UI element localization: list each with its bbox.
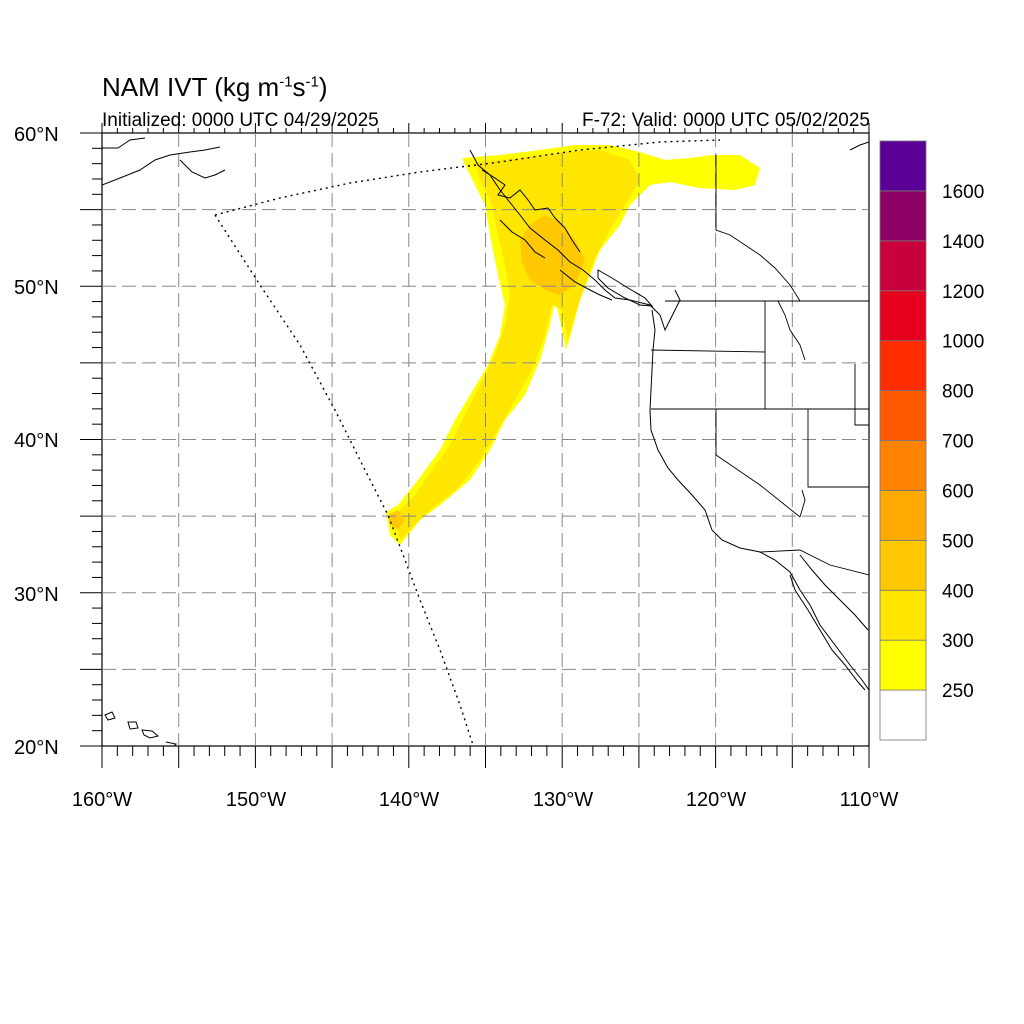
colorbar-segment [879,589,927,641]
colorbar-segment [879,190,927,242]
valid-time-label: F-72: Valid: 0000 UTC 05/02/2025 [582,110,870,131]
colorbar-label: 500 [942,531,974,552]
colorbar: 250 300 400 500 600 700 800 1000 1200 1400 1600 [879,140,984,741]
colorbar-segment [879,689,927,741]
lon-label: 160°W [72,789,132,811]
lon-label: 120°W [686,789,746,811]
plume-300-band [395,150,640,540]
colorbar-label: 400 [942,581,974,602]
colorbar-label: 1400 [942,232,984,253]
lat-label: 20°N [14,737,59,759]
lat-label: 30°N [14,584,59,606]
colorbar-segment [879,240,927,292]
colorbar-segment [879,340,927,391]
longitude-labels: 160°W 150°W 140°W 130°W 120°W 110°W [72,789,899,811]
map-title: NAM IVT (kg m-1s-1) [102,72,328,102]
colorbar-label: 600 [942,481,974,502]
colorbar-segment [879,390,927,441]
colorbar-label: 300 [942,631,974,652]
colorbar-segment [879,639,927,691]
colorbar-segment [879,290,927,342]
axis-ticks [80,123,870,768]
coastlines [102,137,869,746]
model-domain-boundary [214,139,721,746]
lon-label: 150°W [226,789,286,811]
lon-label: 140°W [379,789,439,811]
latitude-labels: 60°N 50°N 40°N 30°N 20°N [14,124,59,759]
colorbar-label: 1000 [942,332,984,353]
lat-label: 40°N [14,430,59,452]
initialized-label: Initialized: 0000 UTC 04/29/2025 [102,110,379,131]
colorbar-label: 800 [942,382,974,403]
colorbar-label: 700 [942,432,974,453]
colorbar-segment [879,490,927,541]
ivt-plume [386,145,760,545]
graticule [102,133,869,746]
colorbar-label: 250 [942,681,974,702]
lon-label: 130°W [533,789,593,811]
colorbar-segment [879,440,927,491]
colorbar-label: 1600 [942,182,984,203]
lat-label: 60°N [14,124,59,146]
plume-400-band [388,215,585,530]
colorbar-label: 1200 [942,282,984,303]
colorbar-segment [879,539,927,591]
lon-label: 110°W [840,789,899,811]
colorbar-segment [879,140,927,192]
political-borders [650,155,869,576]
lat-label: 50°N [14,277,59,299]
